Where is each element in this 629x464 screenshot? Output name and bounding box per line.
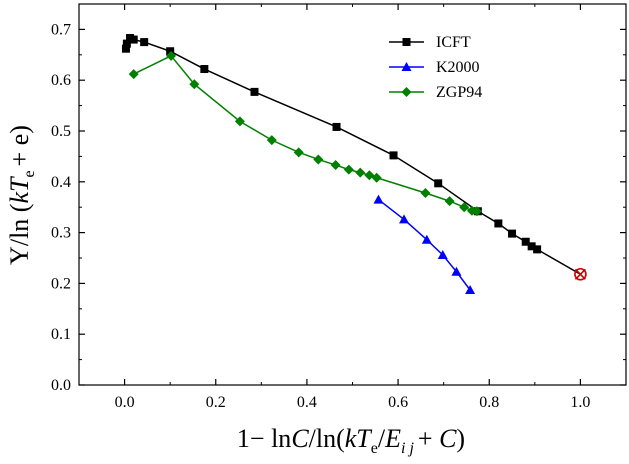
- data-point-icft: [533, 245, 542, 254]
- legend-item-k2000: K2000: [389, 59, 480, 76]
- data-point-zgp94: [355, 167, 366, 178]
- y-tick-label: 0.0: [51, 377, 71, 394]
- y-axis-title-upsilon: Υ: [5, 246, 34, 265]
- data-point-icft: [389, 151, 398, 160]
- data-point-icft: [140, 38, 149, 47]
- x-tick-label: 0.6: [388, 394, 408, 411]
- y-tick-label: 0.3: [51, 225, 71, 242]
- data-point-zgp94: [420, 187, 431, 198]
- data-point-zgp94: [371, 172, 382, 183]
- data-point-zgp94: [444, 196, 455, 207]
- data-point-zgp94: [313, 154, 324, 165]
- data-point-icft: [527, 242, 536, 251]
- legend-item-icft: ICFT: [389, 34, 471, 51]
- y-tick-label: 0.1: [51, 326, 71, 343]
- data-point-zgp94: [471, 206, 482, 217]
- data-point-icft: [166, 47, 175, 56]
- x-tick-label: 0.0: [115, 394, 135, 411]
- x-axis-title-c2: C: [439, 424, 457, 453]
- data-point-zgp94: [166, 50, 177, 61]
- y-axis-title-mid: /ln (: [5, 204, 34, 247]
- plot-frame: [78, 3, 627, 386]
- y-axis-title-tail: + e): [5, 125, 34, 166]
- x-axis-title-sub-e: e: [371, 440, 378, 457]
- x-tick-label: 0.8: [479, 394, 499, 411]
- data-point-icft: [129, 35, 138, 44]
- data-point-zgp94: [266, 135, 277, 146]
- y-axis-title: Υ/ln (kTe + e): [5, 125, 38, 265]
- data-point-zgp94: [330, 160, 341, 171]
- x-axis-title-c1: C: [291, 424, 309, 453]
- x-axis-title-e: E: [384, 424, 401, 453]
- legend-marker-icft: [402, 38, 411, 46]
- data-point-k2000: [451, 266, 462, 276]
- x-axis-title-close: ): [456, 424, 465, 453]
- annotation-cross-b: [574, 268, 586, 280]
- data-point-icft: [122, 39, 131, 48]
- x-axis-title-mid: /ln(: [309, 424, 345, 453]
- data-point-zgp94: [234, 116, 245, 127]
- annotation-marker: [574, 267, 587, 281]
- data-point-k2000: [373, 194, 384, 204]
- data-point-icft: [508, 229, 517, 238]
- legend: ICFT K2000 ZGP94: [389, 34, 482, 101]
- data-point-k2000: [465, 285, 476, 295]
- legend-marker-k2000: [401, 62, 412, 71]
- tick-layer: 0.0 0.2 0.4 0.6 0.8 1.0 0.0 0.1 0.2 0.3 0.4 0.5 0.6 0…: [51, 3, 627, 411]
- legend-item-zgp94: ZGP94: [389, 84, 482, 101]
- x-axis-title-plus: +: [418, 424, 439, 453]
- y-tick-label: 0.5: [51, 123, 71, 140]
- data-point-icft: [332, 122, 341, 131]
- data-point-icft: [434, 179, 443, 188]
- y-tick-label: 0.4: [51, 174, 71, 191]
- data-point-icft: [200, 65, 209, 74]
- x-axis-title-sub-ij: i j: [401, 440, 414, 457]
- legend-label-icft: ICFT: [436, 34, 471, 51]
- data-point-zgp94: [128, 69, 139, 80]
- x-tick-label: 0.4: [297, 394, 317, 411]
- data-point-icft: [521, 237, 530, 246]
- legend-label-k2000: K2000: [436, 59, 480, 76]
- data-point-icft: [250, 87, 259, 96]
- data-point-k2000: [421, 234, 432, 244]
- data-point-zgp94: [293, 147, 304, 158]
- x-axis-title-prefix: 1− ln: [237, 424, 291, 453]
- y-tick-label: 0.7: [51, 21, 71, 38]
- legend-label-zgp94: ZGP94: [436, 84, 482, 101]
- y-axis-title-sub-e: e: [21, 170, 38, 177]
- data-point-icft: [494, 219, 503, 228]
- data-point-zgp94: [343, 164, 354, 175]
- annotation-circle: [574, 267, 587, 281]
- x-tick-label: 0.2: [206, 394, 226, 411]
- y-axis-title-kt: kT: [5, 176, 34, 204]
- x-axis-title-kt: kT: [345, 424, 373, 453]
- data-point-icft: [121, 44, 130, 53]
- data-point-k2000: [437, 249, 448, 259]
- x-tick-label: 1.0: [570, 394, 590, 411]
- data-point-zgp94: [189, 79, 200, 90]
- x-axis-title-slash: /: [378, 424, 386, 453]
- y-tick-label: 0.2: [51, 275, 71, 292]
- data-point-k2000: [399, 214, 410, 224]
- series-layer: [121, 34, 587, 295]
- data-point-zgp94: [459, 202, 470, 213]
- legend-marker-zgp94: [401, 87, 412, 97]
- y-tick-label: 0.6: [51, 72, 71, 89]
- x-axis-title: 1− lnC/ln(kTe/Ei j + C): [237, 424, 465, 457]
